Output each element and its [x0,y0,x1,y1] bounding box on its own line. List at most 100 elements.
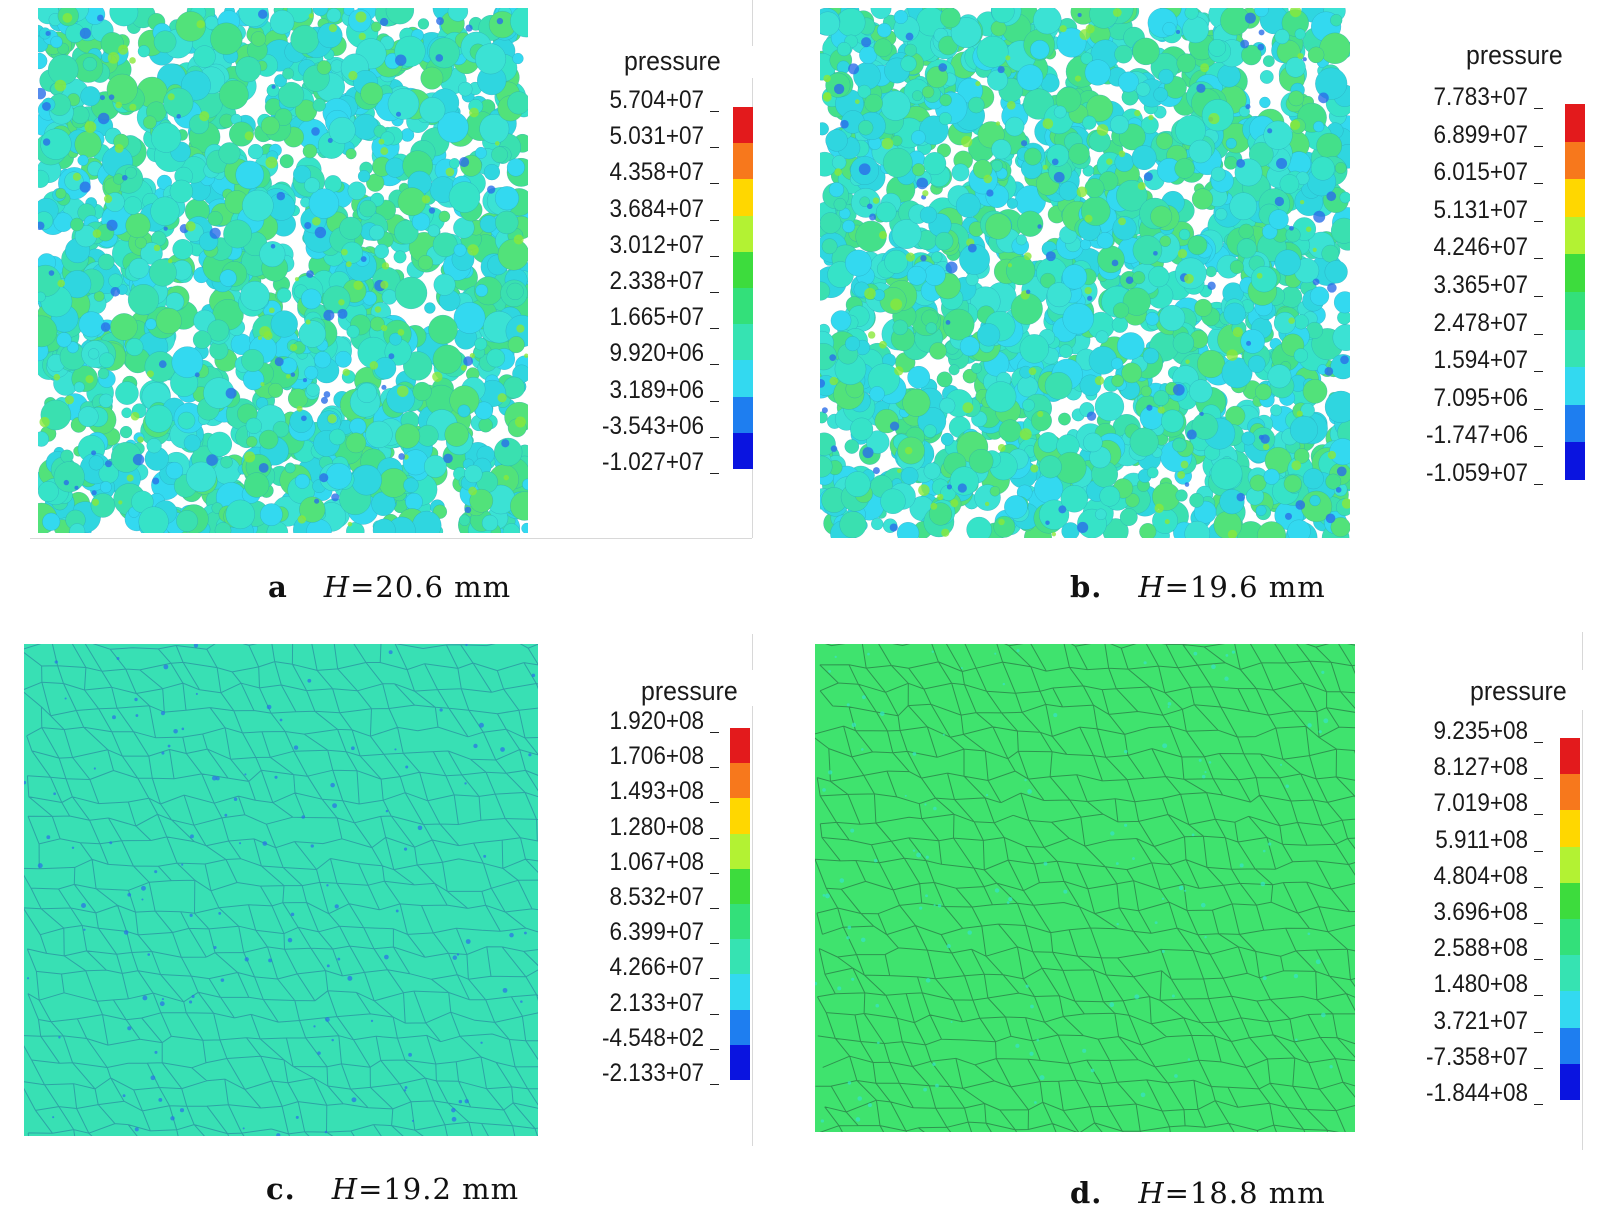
caption-var-c: H [331,1172,359,1206]
frame-line-a [30,538,752,539]
legend-title-c: pressure [641,676,738,706]
colorbar-segment [1560,918,1580,956]
legend-tick-mark [710,943,719,945]
particle-field-d [815,644,1355,1132]
legend-tick-mark [710,400,719,402]
legend-tick-label: 1.067+08 [609,847,704,876]
legend-tick-label: 2.478+07 [1433,308,1528,337]
colorbar-segment [733,360,753,397]
particle-field-b [820,8,1350,538]
legend-tick-label: -4.548+02 [602,1023,704,1052]
colorbar-segment [733,215,753,252]
legend-tick-mark [1534,258,1543,260]
legend-tick-label: 7.783+07 [1433,83,1528,111]
colorbar-segment [1560,955,1580,992]
legend-tick-mark [1534,995,1543,997]
legend-tick-mark [1534,923,1543,924]
legend-tick-label: 6.899+07 [1433,120,1528,149]
colorbar-segment [733,143,753,180]
colorbar-segment [730,1009,750,1045]
legend-tick-mark [710,732,719,733]
legend-tick-label: 1.480+08 [1433,970,1528,999]
legend-tick-label: 8.127+08 [1433,753,1528,782]
caption-var-b: H [1138,570,1165,604]
legend-tick-label: 5.704+07 [609,86,704,114]
colorbar-segment [730,868,750,904]
caption-label-d: d. [1070,1176,1103,1210]
legend-tick-label: 9.920+06 [609,339,704,368]
legend-frame-d-lower [1582,710,1583,1150]
colorbar-segment [1565,329,1585,368]
legend-tick-mark [1534,446,1543,448]
legend-tick-label: 1.280+08 [609,812,704,841]
legend-tick-mark [710,872,719,874]
legend-tick-label: 1.493+08 [609,777,704,806]
colorbar-segment [1560,1027,1580,1064]
legend-tick-mark [710,111,719,112]
particle-field-a [38,8,528,533]
legend-tick-label: 3.012+07 [609,230,704,259]
legend-tick-label: 7.095+06 [1433,383,1528,412]
legend-tick-mark [1534,850,1543,852]
legend-tick-label: -1.027+07 [602,448,704,476]
legend-tick-label: 5.031+07 [609,122,704,151]
colorbar-segment [1560,738,1580,775]
legend-tick-label: 2.133+07 [609,988,704,1017]
colorbar-segment [733,432,753,469]
legend-title-b: pressure [1466,40,1563,70]
colorbar-segment [1565,367,1585,405]
caption-value-b: =19.6 mm [1164,570,1326,604]
colorbar-segment [730,728,750,764]
legend-tick-mark [1534,371,1543,373]
legend-tick-label: 9.235+08 [1433,717,1528,745]
colorbar-segment [733,107,753,144]
legend-tick-label: -1.059+07 [1426,459,1528,487]
simulation-image-a [38,8,528,533]
legend-tick-mark [710,1048,719,1050]
particle-field-c [24,644,538,1136]
legend-tick-mark [710,183,719,185]
caption-value-c: =19.2 mm [358,1172,520,1206]
colorbar-segment [1560,846,1580,883]
legend-tick-label: 3.696+08 [1433,898,1528,926]
colorbar-segment [733,287,753,325]
legend-tick-mark [710,255,719,257]
colorbar-segment [730,974,750,1010]
legend-tick-label: 1.594+07 [1433,346,1528,375]
legend-tick-mark [1534,408,1543,410]
legend-tick-mark [710,1013,719,1015]
colorbar-segment [733,324,753,361]
legend-tick-mark [1534,296,1543,297]
legend-tick-label: -3.543+06 [602,411,704,440]
caption-label-a: a [268,570,288,604]
legend-tick-label: 1.706+08 [609,742,704,771]
legend-tick-mark [710,328,719,330]
legend-tick-label: 2.588+08 [1433,934,1528,963]
colorbar-segment [730,833,750,869]
colorbar-segment [733,251,753,288]
colorbar-segment [1565,404,1585,443]
simulation-image-c [24,644,538,1136]
caption-a: a H=20.6 mm [268,570,511,604]
caption-label-b: b. [1070,570,1103,604]
legend-tick-label: 1.665+07 [609,303,704,332]
legend-tick-mark [1534,1031,1543,1033]
colorbar-segment [1565,254,1585,292]
legend-tick-label: 6.015+07 [1433,158,1528,187]
legend-frame-c-lower [752,706,753,1146]
legend-tick-mark [1534,145,1543,147]
legend-tick-label: 4.266+07 [609,953,704,982]
legend-tick-label: 4.804+08 [1433,861,1528,890]
legend-tick-mark [710,436,719,438]
legend-tick-mark [710,147,719,149]
colorbar-segment [1565,442,1585,480]
colorbar-segment [1565,216,1585,255]
caption-value-a: =20.6 mm [350,570,512,604]
legend-frame-c [752,634,753,670]
legend-title-d: pressure [1470,676,1567,706]
colorbar-segment [1565,291,1585,330]
legend-tick-label: 3.189+06 [609,375,704,404]
legend-tick-mark [1534,108,1543,109]
legend-frame-a [752,0,753,46]
legend-tick-mark [710,473,719,474]
